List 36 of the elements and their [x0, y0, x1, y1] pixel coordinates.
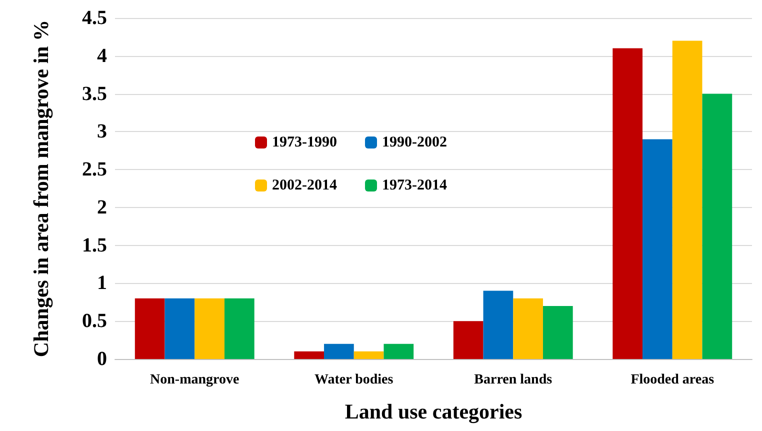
bar	[224, 298, 254, 359]
x-tick-label: Non-mangrove	[150, 372, 240, 388]
y-tick-label: 2	[97, 196, 107, 218]
bar	[513, 298, 543, 359]
bar	[483, 290, 514, 359]
y-tick-label: 1.5	[82, 234, 107, 256]
legend-label: 1990-2002	[382, 134, 447, 150]
x-tick-label: Flooded areas	[630, 372, 715, 388]
x-tick-label: Barren lands	[474, 372, 553, 388]
bar	[542, 306, 573, 359]
bar	[324, 344, 354, 359]
y-tick-label: 0	[97, 348, 107, 370]
bar	[702, 94, 732, 359]
y-tick-label: 4	[97, 44, 107, 67]
bar	[453, 321, 484, 359]
bar	[642, 139, 672, 359]
y-tick-label: 1	[97, 272, 107, 294]
bar	[672, 40, 702, 359]
bar	[612, 48, 643, 359]
y-tick-label: 4.5	[82, 7, 107, 29]
legend-label: 1973-1990	[272, 134, 337, 150]
bar	[134, 298, 165, 359]
bar	[384, 344, 414, 359]
bar	[164, 298, 195, 359]
y-axis-title: Changes in area from mangrove in %	[29, 20, 53, 358]
y-tick-label: 0.5	[82, 310, 107, 332]
bar	[194, 298, 224, 359]
bar	[354, 351, 384, 359]
y-tick-label: 2.5	[82, 158, 107, 181]
x-axis-title: Land use categories	[344, 400, 522, 424]
legend-label: 1973-2014	[382, 178, 448, 194]
legend-label: 2002-2014	[272, 178, 338, 194]
bar	[294, 351, 324, 359]
y-tick-label: 3.5	[82, 82, 107, 105]
y-tick-label: 3	[97, 120, 107, 143]
x-tick-label: Water bodies	[314, 372, 394, 388]
